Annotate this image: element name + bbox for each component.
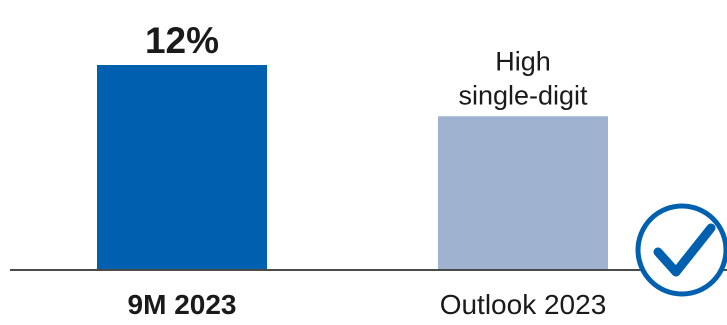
category-labels-group: 9M 2023 Outlook 2023 xyxy=(128,289,607,320)
category-label-2: Outlook 2023 xyxy=(440,289,607,320)
value-label-1-line-1: 12% xyxy=(145,20,219,61)
bar-2 xyxy=(438,116,608,270)
value-labels-group: 12% High single-digit xyxy=(145,20,588,110)
bar-1 xyxy=(97,65,267,270)
category-label-1: 9M 2023 xyxy=(128,289,237,320)
value-label-2-line-2: single-digit xyxy=(458,80,588,110)
value-label-2-line-1: High xyxy=(495,46,551,76)
bars-group xyxy=(97,65,608,270)
checkmark-badge-icon xyxy=(635,203,727,297)
